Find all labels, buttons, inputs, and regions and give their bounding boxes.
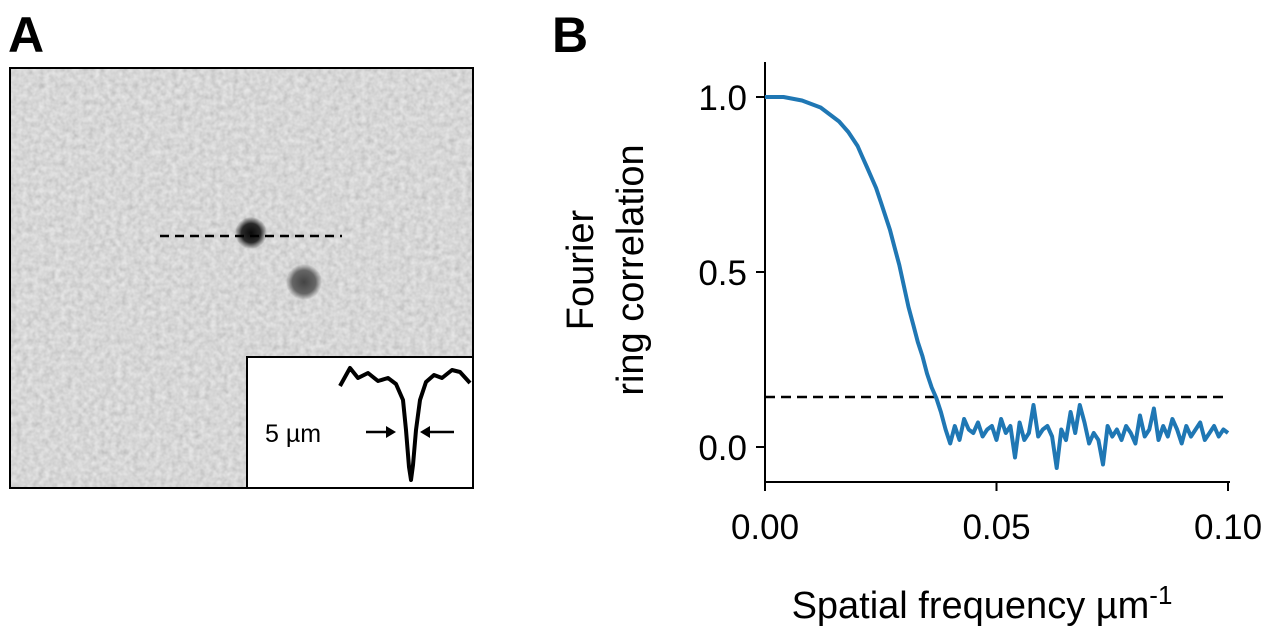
- x-tick-label: 0.00: [731, 508, 799, 547]
- x-tick-label: 0.10: [1194, 508, 1262, 547]
- y-tick-label: 1.0: [698, 79, 747, 118]
- y-tick-label: 0.5: [698, 254, 747, 293]
- panel-b-label: B: [552, 7, 589, 63]
- y-axis-label-line2: ring correlation: [610, 144, 652, 395]
- x-axis-label: Spatial frequency µm-1: [792, 580, 1173, 627]
- grey-particle: [286, 264, 322, 300]
- image-frame: [9, 67, 474, 489]
- panel-a-label: A: [8, 7, 45, 63]
- frc-series-line: [765, 95, 1230, 470]
- intensity-profile: [338, 366, 472, 482]
- x-tick-label: 0.05: [962, 508, 1030, 547]
- panel-a-figure: 5 µm: [9, 67, 474, 489]
- inset-scale-label: 5 µm: [265, 420, 321, 448]
- chart-axes: [764, 62, 1230, 483]
- dark-particle: [235, 217, 267, 249]
- y-axis-label-line1: Fourier: [560, 209, 602, 330]
- profile-inset: 5 µm: [246, 356, 474, 489]
- y-tick-label: 0.0: [698, 429, 747, 468]
